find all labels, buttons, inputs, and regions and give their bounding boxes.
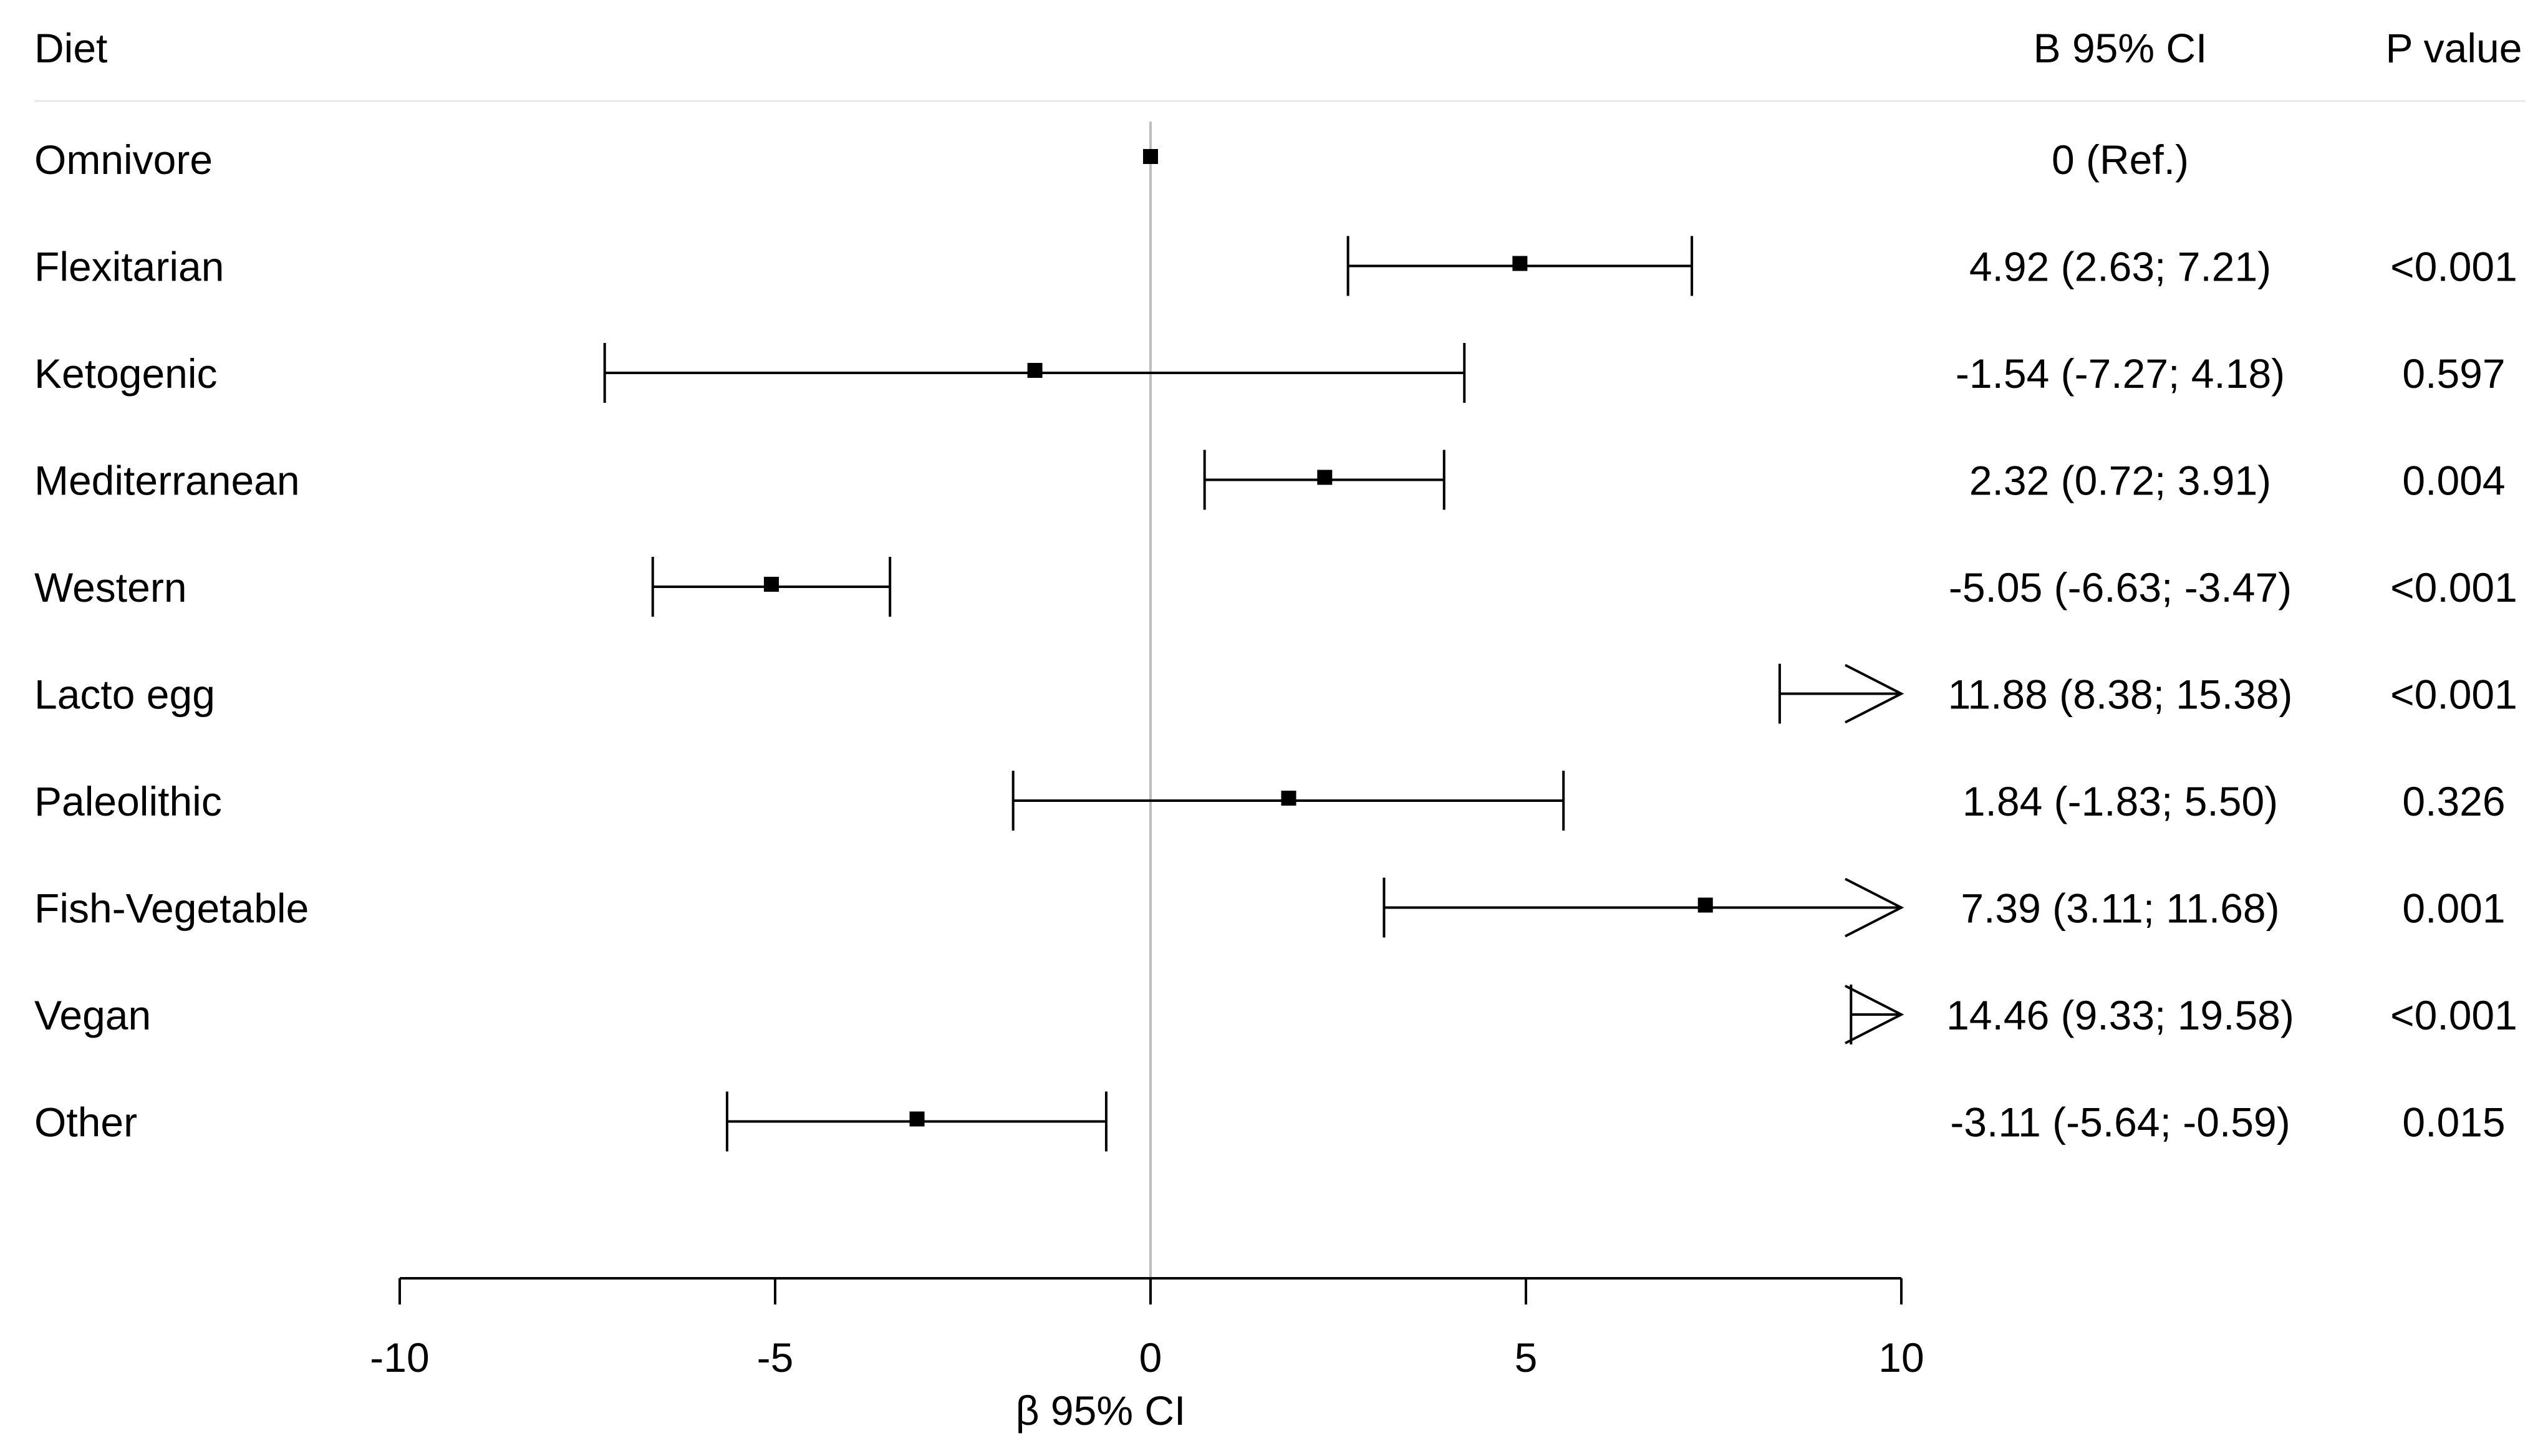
estimate-text: 7.39 (3.11; 11.68) bbox=[1961, 885, 2279, 932]
x-tick-label: 5 bbox=[1515, 1334, 1538, 1381]
x-tick-label: -10 bbox=[370, 1334, 429, 1381]
row-label: Paleolithic bbox=[34, 778, 222, 824]
rows-group: Omnivore 0 (Ref.) Flexitarian 4.92 (2.63; 7… bbox=[34, 137, 2517, 1152]
row-other: Other -3.11 (-5.64; -0.59) 0.015 bbox=[34, 1091, 2506, 1152]
point-estimate bbox=[1697, 897, 1713, 913]
estimate-text: -3.11 (-5.64; -0.59) bbox=[1950, 1099, 2290, 1145]
p-value-text: 0.597 bbox=[2402, 350, 2505, 397]
point-estimate bbox=[1281, 791, 1296, 806]
point-estimate bbox=[1317, 470, 1333, 485]
estimate-text: 14.46 (9.33; 19.58) bbox=[1946, 992, 2294, 1038]
point-estimate bbox=[1143, 149, 1158, 164]
row-label: Flexitarian bbox=[34, 244, 224, 290]
estimate-text: 11.88 (8.38; 15.38) bbox=[1948, 672, 2293, 718]
row-fish-vegetable: Fish-Vegetable 7.39 (3.11; 11.68) 0.001 bbox=[34, 877, 2506, 938]
row-western: Western -5.05 (-6.63; -3.47) <0.001 bbox=[34, 557, 2517, 617]
header-estimate: B 95% CI bbox=[2034, 25, 2208, 71]
row-label: Vegan bbox=[34, 992, 151, 1038]
p-value-text: <0.001 bbox=[2390, 992, 2517, 1038]
row-flexitarian: Flexitarian 4.92 (2.63; 7.21) <0.001 bbox=[34, 236, 2517, 296]
p-value-text: 0.001 bbox=[2402, 885, 2505, 932]
row-label: Omnivore bbox=[34, 137, 213, 183]
row-label: Ketogenic bbox=[34, 350, 218, 397]
row-label: Fish-Vegetable bbox=[34, 885, 309, 932]
p-value-text: <0.001 bbox=[2390, 672, 2517, 718]
estimate-text: 0 (Ref.) bbox=[2052, 137, 2189, 183]
x-tick-label: -5 bbox=[757, 1334, 794, 1381]
point-estimate bbox=[1512, 256, 1528, 271]
point-estimate bbox=[909, 1111, 925, 1127]
estimate-text: 1.84 (-1.83; 5.50) bbox=[1962, 778, 2278, 824]
x-tick-label: 0 bbox=[1139, 1334, 1162, 1381]
row-lacto-egg: Lacto egg 11.88 (8.38; 15.38) <0.001 bbox=[34, 663, 2517, 724]
point-estimate bbox=[763, 577, 779, 592]
point-estimate bbox=[1027, 363, 1043, 378]
estimate-text: 2.32 (0.72; 3.91) bbox=[1969, 458, 2271, 504]
header-p-value: P value bbox=[2386, 25, 2522, 71]
row-label: Lacto egg bbox=[34, 672, 215, 718]
row-label: Western bbox=[34, 564, 187, 610]
x-tick-label: 10 bbox=[1878, 1334, 1924, 1381]
ci-arrow bbox=[1845, 985, 1904, 1044]
row-vegan: Vegan 14.46 (9.33; 19.58) <0.001 bbox=[34, 985, 2517, 1044]
row-mediterranean: Mediterranean 2.32 (0.72; 3.91) 0.004 bbox=[34, 450, 2506, 510]
row-ketogenic: Ketogenic -1.54 (-7.27; 4.18) 0.597 bbox=[34, 343, 2506, 403]
ci-arrow bbox=[1845, 663, 1904, 724]
estimate-text: -1.54 (-7.27; 4.18) bbox=[1956, 350, 2285, 397]
row-label: Other bbox=[34, 1099, 137, 1145]
row-label: Mediterranean bbox=[34, 458, 300, 504]
p-value-text: <0.001 bbox=[2390, 564, 2517, 610]
ci-arrow bbox=[1845, 877, 1904, 938]
p-value-text: <0.001 bbox=[2390, 244, 2517, 290]
x-axis-label: β 95% CI bbox=[1016, 1387, 1186, 1434]
header-label: Diet bbox=[34, 25, 107, 71]
p-value-text: 0.004 bbox=[2402, 458, 2505, 504]
row-omnivore: Omnivore 0 (Ref.) bbox=[34, 137, 2189, 183]
row-paleolithic: Paleolithic 1.84 (-1.83; 5.50) 0.326 bbox=[34, 771, 2506, 831]
estimate-text: -5.05 (-6.63; -3.47) bbox=[1949, 564, 2292, 610]
p-value-text: 0.326 bbox=[2402, 778, 2505, 824]
estimate-text: 4.92 (2.63; 7.21) bbox=[1969, 244, 2271, 290]
p-value-text: 0.015 bbox=[2402, 1099, 2505, 1145]
x-axis: -10 -5 0 5 10 bbox=[370, 1277, 1924, 1381]
